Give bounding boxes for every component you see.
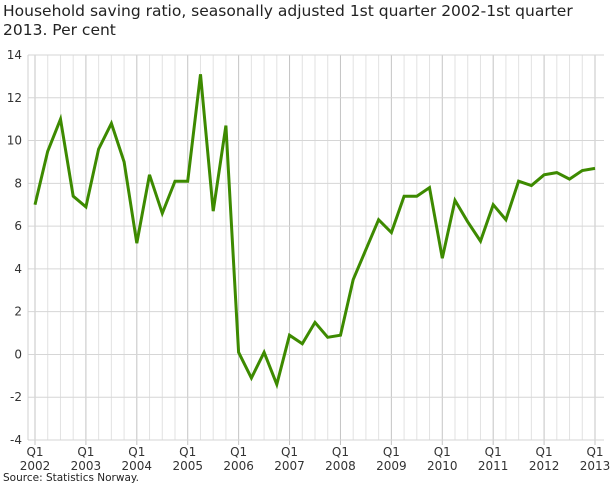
- x-tick-year: 2005: [172, 459, 203, 473]
- x-tick-quarter: Q1: [332, 445, 349, 459]
- y-tick-label: 8: [14, 176, 22, 190]
- x-tick-quarter: Q1: [383, 445, 400, 459]
- x-tick-year: 2007: [274, 459, 305, 473]
- x-tick-quarter: Q1: [179, 445, 196, 459]
- y-tick-label: -4: [10, 433, 22, 447]
- y-tick-label: 0: [14, 347, 22, 361]
- x-tick-year: 2009: [376, 459, 407, 473]
- y-tick-label: 4: [14, 262, 22, 276]
- x-tick-quarter: Q1: [536, 445, 553, 459]
- x-tick-year: 2013: [580, 459, 610, 473]
- x-tick-year: 2004: [122, 459, 153, 473]
- y-tick-label: 14: [7, 48, 22, 62]
- y-tick-label: 6: [14, 219, 22, 233]
- x-tick-year: 2010: [427, 459, 458, 473]
- x-tick-quarter: Q1: [586, 445, 603, 459]
- x-tick-year: 2006: [223, 459, 254, 473]
- x-tick-quarter: Q1: [281, 445, 298, 459]
- x-tick-quarter: Q1: [77, 445, 94, 459]
- source-note: Source: Statistics Norway.: [3, 472, 139, 484]
- chart-title: Household saving ratio, seasonally adjus…: [3, 2, 573, 39]
- x-tick-year: 2012: [529, 459, 560, 473]
- x-tick-quarter: Q1: [128, 445, 145, 459]
- x-tick-quarter: Q1: [434, 445, 451, 459]
- y-tick-label: 12: [7, 91, 22, 105]
- y-tick-label: 2: [14, 305, 22, 319]
- x-tick-year: 2008: [325, 459, 356, 473]
- x-tick-year: 2002: [20, 459, 51, 473]
- x-tick-year: 2003: [71, 459, 102, 473]
- x-tick-quarter: Q1: [485, 445, 502, 459]
- x-tick-quarter: Q1: [26, 445, 43, 459]
- x-tick-quarter: Q1: [230, 445, 247, 459]
- y-tick-label: -2: [10, 390, 22, 404]
- x-tick-year: 2011: [478, 459, 509, 473]
- y-tick-label: 10: [7, 134, 22, 148]
